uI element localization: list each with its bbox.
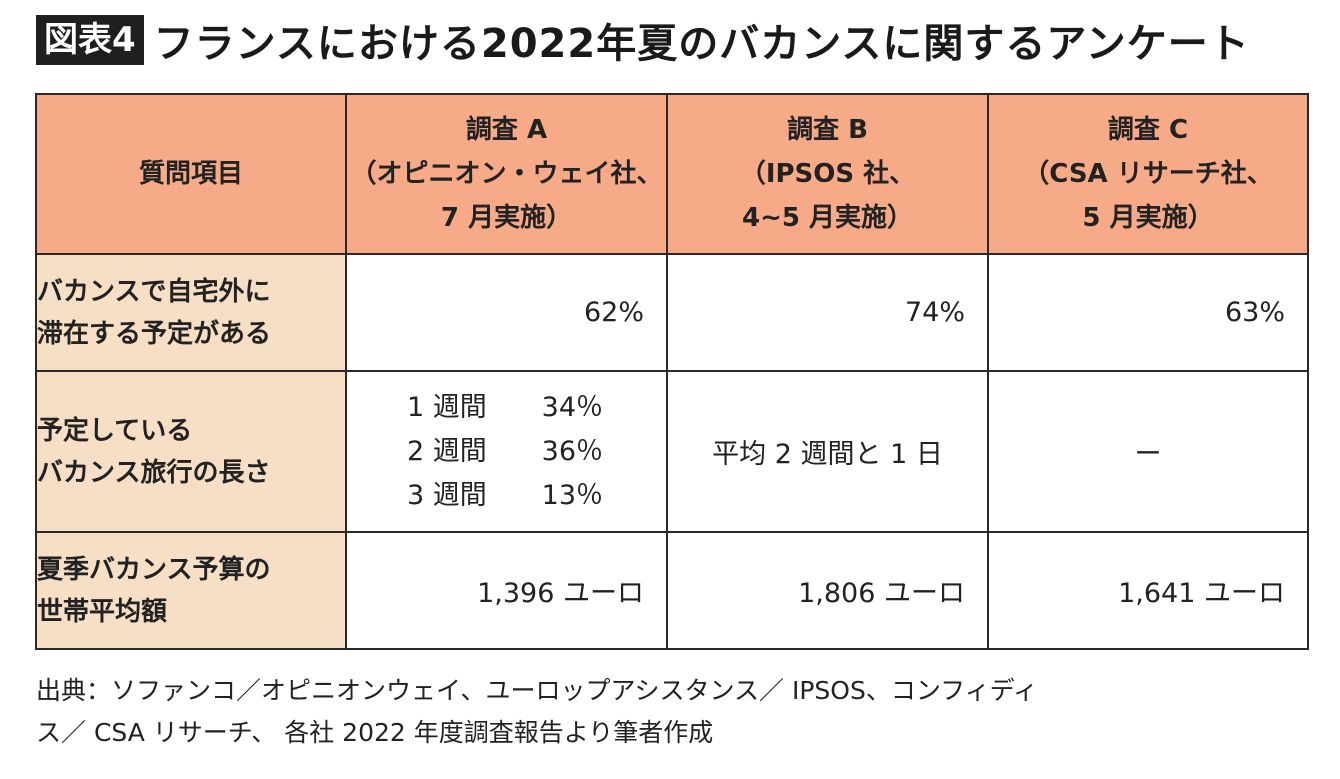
list-item: 3 週間 13％ [407,474,603,518]
table-row: バカンスで自宅外に 滞在する予定がある 62% 74% 63% [35,253,1309,372]
header-survey-c-line: 調査 C [1107,115,1189,145]
cell-length-c: ー [987,370,1309,533]
row-question-length: 予定している バカンス旅行の長さ [35,370,347,533]
list-item: 1 週間 34％ [407,386,603,430]
length-period: 1 週間 [407,391,487,423]
question-line: バカンス旅行の長さ [37,457,271,488]
question-line: 滞在する予定がある [37,318,272,349]
cell-stay-b: 74% [666,253,989,372]
figure-number-badge: 図表4 [36,15,144,65]
header-survey-a-line: （オピニオン・ウェイ社、 [350,159,663,189]
row-question-budget: 夏季バカンス予算の 世帯平均額 [35,531,347,650]
list-item: 2 週間 36％ [407,430,603,474]
survey-table: 質問項目 調査 A （オピニオン・ウェイ社、 7 月実施） 調査 B （IPSO… [35,93,1309,650]
question-line: 予定している [37,415,193,446]
header-survey-b-line: 4~5 月実施） [741,203,914,233]
figure-title-text: フランスにおける2022年夏のバカンスに関するアンケート [153,21,1250,67]
header-survey-c-line: （CSA リサーチ社、 [1023,159,1273,189]
row-question-stay: バカンスで自宅外に 滞在する予定がある [35,253,347,372]
length-percent: 34％ [541,391,603,423]
question-line: 世帯平均額 [37,596,168,627]
figure-title: 図表4 フランスにおける2022年夏のバカンスに関するアンケート [36,12,1250,68]
length-period: 3 週間 [407,479,487,511]
header-survey-c-line: 5 月実施） [1082,203,1214,233]
header-survey-b-line: （IPSOS 社、 [739,159,916,189]
cell-budget-a: 1,396 ユーロ [345,531,668,650]
table-header-row: 質問項目 調査 A （オピニオン・ウェイ社、 7 月実施） 調査 B （IPSO… [35,93,1309,255]
question-line: バカンスで自宅外に [37,276,271,307]
header-survey-a-line: 調査 A [465,115,548,145]
source-note: 出典：ソファンコ／オピニオンウェイ、ユーロップアシスタンス／ IPSOS、コンフ… [36,670,1316,754]
header-question-label: 質問項目 [138,159,243,189]
header-survey-b: 調査 B （IPSOS 社、 4~5 月実施） [666,93,989,255]
header-question: 質問項目 [35,93,347,255]
length-distribution-list: 1 週間 34％ 2 週間 36％ 3 週間 13％ [407,386,603,518]
header-survey-b-line: 調査 B [787,115,868,145]
header-survey-a-line: 7 月実施） [440,203,573,233]
cell-budget-b: 1,806 ユーロ [666,531,989,650]
table-row: 夏季バカンス予算の 世帯平均額 1,396 ユーロ 1,806 ユーロ 1,64… [35,531,1309,650]
length-period: 2 週間 [407,435,487,467]
table-row: 予定している バカンス旅行の長さ 1 週間 34％ 2 週間 36％ 3 週間 … [35,370,1309,533]
header-survey-a: 調査 A （オピニオン・ウェイ社、 7 月実施） [345,93,668,255]
cell-stay-a: 62% [345,253,668,372]
cell-length-a: 1 週間 34％ 2 週間 36％ 3 週間 13％ [345,370,668,533]
cell-length-b: 平均 2 週間と 1 日 [666,370,989,533]
question-line: 夏季バカンス予算の [37,554,271,585]
cell-budget-c: 1,641 ユーロ [987,531,1309,650]
length-percent: 13％ [541,479,603,511]
source-note-line: ス／ CSA リサーチ、 各社 2022 年度調査報告より筆者作成 [36,718,714,747]
cell-stay-c: 63% [987,253,1309,372]
source-note-line: 出典：ソファンコ／オピニオンウェイ、ユーロップアシスタンス／ IPSOS、コンフ… [36,676,1038,705]
length-percent: 36％ [541,435,603,467]
header-survey-c: 調査 C （CSA リサーチ社、 5 月実施） [987,93,1309,255]
